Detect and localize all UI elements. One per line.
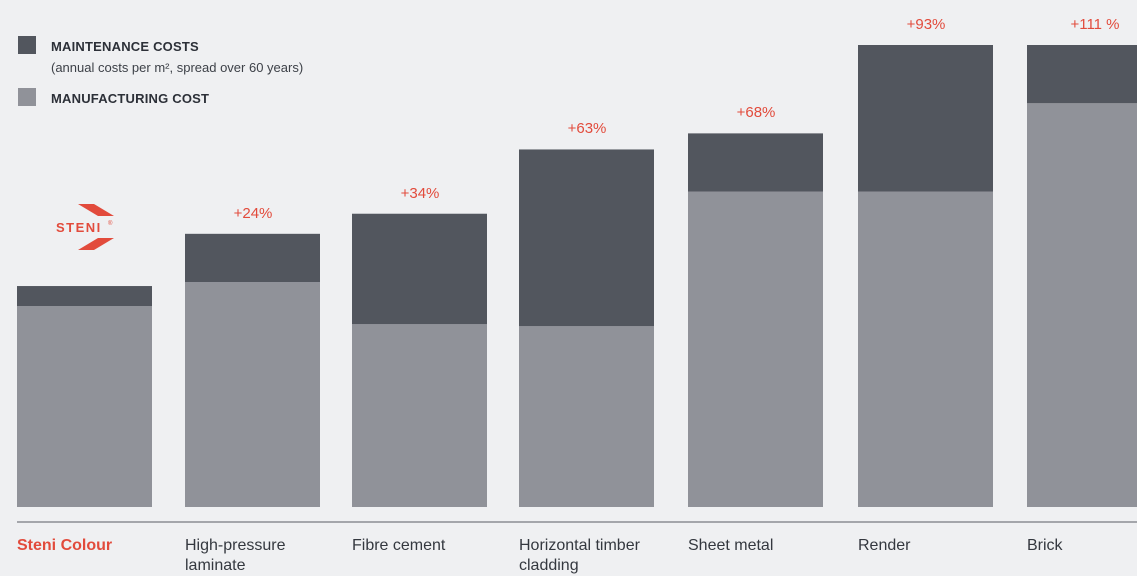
category-label-0: Steni Colour: [17, 537, 113, 554]
steni-logo: STENI ®: [56, 204, 116, 252]
legend-label-maintenance: MAINTENANCE COSTS: [51, 39, 199, 54]
bar-manufacturing-4: [688, 191, 823, 508]
category-label-1: High-pressure laminate: [185, 537, 286, 574]
bar-maintenance-5: [858, 45, 993, 192]
bar-maintenance-2: [352, 213, 487, 325]
bar-annotation-4: +68%: [736, 104, 776, 122]
category-label-4: Sheet metal: [688, 537, 774, 554]
legend-swatch-manufacturing: [18, 88, 36, 106]
category-label-2: Fibre cement: [352, 537, 446, 554]
legend-sublabel-maintenance: (annual costs per m², spread over 60 yea…: [51, 60, 304, 75]
steni-logo-text: STENI: [56, 220, 102, 235]
category-label-6: Brick: [1027, 537, 1063, 554]
bar-manufacturing-6: [1027, 103, 1137, 508]
bar-manufacturing-3: [519, 326, 654, 507]
bar-maintenance-0: [17, 286, 152, 307]
bar-manufacturing-2: [352, 324, 487, 507]
bar-maintenance-3: [519, 149, 654, 327]
bar-annotation-5: +93%: [906, 16, 946, 33]
bar-maintenance-6: [1027, 45, 1137, 104]
bar-manufacturing-5: [858, 191, 993, 508]
bar-maintenance-1: [185, 233, 320, 283]
bar-manufacturing-0: [17, 306, 152, 507]
steni-logo-mark: ®: [108, 220, 113, 227]
bar-annotation-2: +34%: [400, 184, 440, 202]
legend-swatch-maintenance: [18, 36, 36, 54]
category-label-5: Render: [858, 537, 911, 554]
legend-label-manufacturing: MANUFACTURING COST: [51, 91, 210, 106]
category-label-3: Horizontal timber cladding: [519, 537, 640, 574]
bar-annotation-1: +24%: [233, 204, 273, 222]
bar-maintenance-4: [688, 133, 823, 192]
steni-logo-icon: STENI ®: [56, 204, 114, 250]
bar-annotation-3: +63%: [567, 120, 607, 138]
bar-annotation-6: +111 %: [1070, 16, 1120, 33]
bar-manufacturing-1: [185, 282, 320, 507]
